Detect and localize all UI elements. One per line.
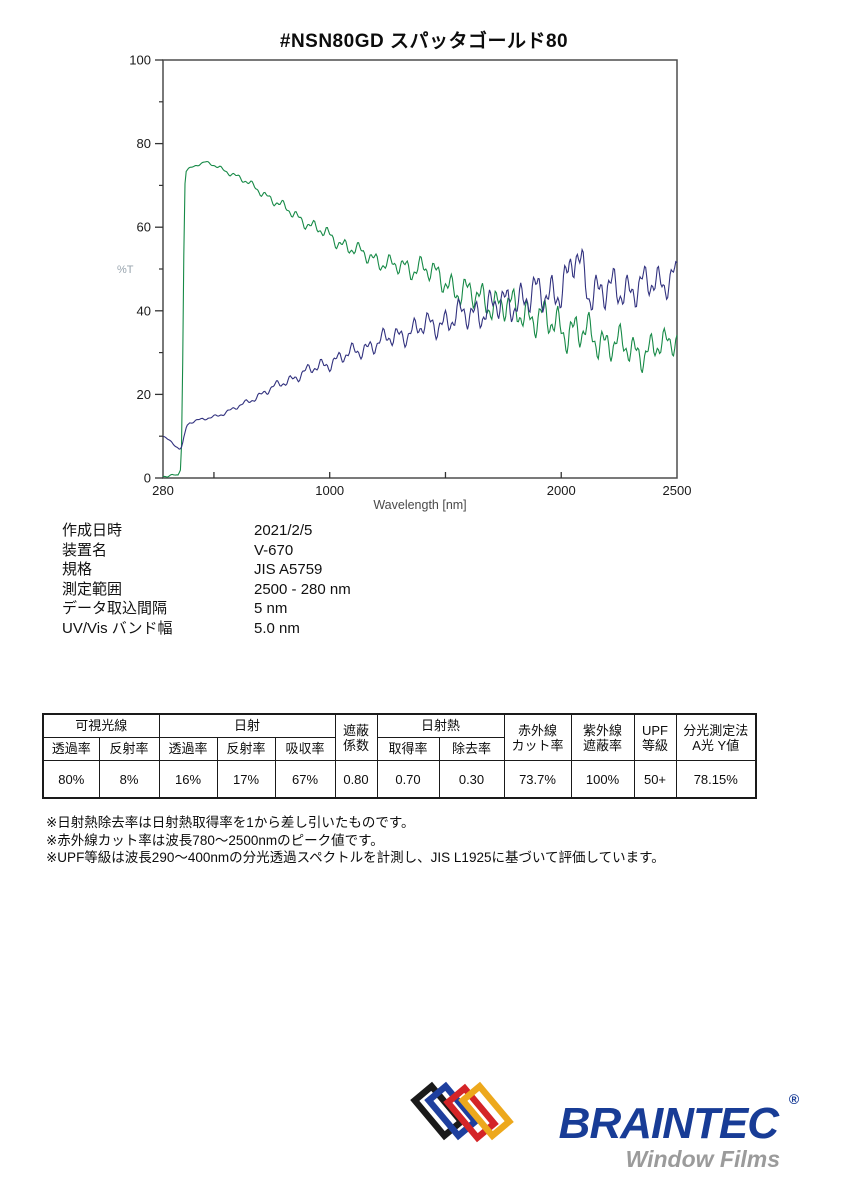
col-header-shading-coefficient: 遮蔽 係数 bbox=[334, 713, 378, 761]
meta-label: 規格 bbox=[62, 561, 93, 578]
y-tick-label: 100 bbox=[129, 53, 151, 68]
col-group-visible-light: 可視光線 bbox=[42, 713, 160, 738]
meta-value: 2021/2/5 bbox=[254, 522, 313, 539]
meta-row: UV/Vis バンド幅 5.0 nm bbox=[62, 619, 351, 639]
y-tick-label: 60 bbox=[137, 220, 151, 235]
col-header-solar-reflectance: 反射率 bbox=[216, 737, 276, 761]
footnote: ※日射熱除去率は日射熱取得率を1から差し引いたものです。 bbox=[46, 815, 415, 830]
col-header-heat-gain: 取得率 bbox=[376, 737, 440, 761]
series-transmittance bbox=[162, 160, 678, 478]
measurement-metadata: 作成日時 2021/2/5 装置名 V-670 規格 JIS A5759 測定範囲 25… bbox=[62, 521, 351, 638]
col-header-infrared-cut: 赤外線 カット率 bbox=[503, 713, 572, 761]
meta-value: 5 nm bbox=[254, 600, 288, 617]
chart-frame bbox=[162, 59, 678, 479]
value-vl-transmittance: 80% bbox=[42, 760, 100, 799]
meta-value: 5.0 nm bbox=[254, 619, 300, 637]
y-tick-label: 40 bbox=[137, 303, 151, 318]
braintec-logo: BRAINTEC ® Window Films bbox=[410, 1081, 800, 1172]
col-group-solar: 日射 bbox=[158, 713, 336, 738]
x-tick-label: 2000 bbox=[547, 483, 576, 498]
value-solar-transmittance: 16% bbox=[158, 760, 218, 799]
x-tick-label: 280 bbox=[152, 483, 174, 498]
value-solar-reflectance: 17% bbox=[216, 760, 276, 799]
col-header-solar-transmittance: 透過率 bbox=[158, 737, 218, 761]
value-solar-absorptance: 67% bbox=[274, 760, 336, 799]
col-header-vl-reflectance: 反射率 bbox=[98, 737, 160, 761]
footnotes: ※日射熱除去率は日射熱取得率を1から差し引いたものです。 ※赤外線カット率は波長… bbox=[46, 814, 665, 867]
meta-row: 規格 JIS A5759 bbox=[62, 560, 351, 580]
y-axis-label: %T bbox=[117, 264, 134, 276]
meta-value: 2500 - 280 nm bbox=[254, 580, 351, 598]
meta-label: 測定範囲 bbox=[62, 580, 123, 598]
logo-brand-text: BRAINTEC bbox=[559, 1099, 781, 1148]
value-infrared-cut: 73.7% bbox=[503, 760, 572, 799]
x-tick-label: 2500 bbox=[663, 483, 692, 498]
value-shading-coefficient: 0.80 bbox=[334, 760, 378, 799]
meta-row: 作成日時 2021/2/5 bbox=[62, 521, 351, 541]
value-vl-reflectance: 8% bbox=[98, 760, 160, 799]
meta-label: データ取込間隔 bbox=[62, 600, 168, 617]
page-title: #NSN80GD スパッタゴールド80 bbox=[279, 31, 569, 52]
x-axis-title: Wavelength [nm] bbox=[373, 498, 466, 512]
spectral-chart: 0 20 40 60 80 100 280 1000 2000 2500 %T Wavelengt… bbox=[117, 53, 691, 513]
footnote: ※UPF等級は波長290～400nmの分光透過スペクトルを計測し、JIS L19… bbox=[46, 850, 665, 865]
x-tick-label: 1000 bbox=[315, 483, 344, 498]
optical-data-table: 可視光線 日射 遮蔽 係数 日射熱 赤外線 カット率 紫外線 遮蔽率 UPF 等級 分光… bbox=[42, 713, 757, 799]
col-header-photometric-y: 分光測定法 A光 Y値 bbox=[675, 713, 757, 761]
col-header-heat-rejection: 除去率 bbox=[438, 737, 505, 761]
meta-label: 装置名 bbox=[62, 541, 108, 559]
y-tick-label: 0 bbox=[144, 471, 151, 486]
meta-row: データ取込間隔 5 nm bbox=[62, 599, 351, 619]
chart-series bbox=[162, 160, 678, 478]
meta-label: UV/Vis バンド幅 bbox=[62, 619, 173, 637]
value-uv-shielding: 100% bbox=[570, 760, 635, 799]
series-reflectance bbox=[162, 247, 678, 450]
y-tick-label: 20 bbox=[137, 387, 151, 402]
meta-row: 測定範囲 2500 - 280 nm bbox=[62, 580, 351, 600]
value-upf-rating: 50+ bbox=[633, 760, 677, 799]
logo-tagline-text: Window Films bbox=[626, 1146, 780, 1172]
col-header-uv-shielding: 紫外線 遮蔽率 bbox=[570, 713, 635, 761]
value-photometric-y: 78.15% bbox=[675, 760, 757, 799]
col-header-upf-rating: UPF 等級 bbox=[633, 713, 677, 761]
meta-value: V-670 bbox=[254, 541, 294, 559]
meta-label: 作成日時 bbox=[62, 522, 123, 539]
col-header-solar-absorptance: 吸収率 bbox=[274, 737, 336, 761]
meta-row: 装置名 V-670 bbox=[62, 541, 351, 561]
footnote: ※赤外線カット率は波長780～2500nmのピーク値です。 bbox=[46, 832, 384, 848]
col-header-vl-transmittance: 透過率 bbox=[42, 737, 100, 761]
chart-ticks: 0 20 40 60 80 100 280 1000 2000 2500 bbox=[129, 53, 691, 499]
value-heat-gain: 0.70 bbox=[376, 760, 440, 799]
logo-diamonds-icon bbox=[410, 1081, 514, 1143]
value-heat-rejection: 0.30 bbox=[438, 760, 505, 799]
logo-diamond-yellow bbox=[458, 1081, 514, 1141]
registered-trademark-icon: ® bbox=[789, 1091, 800, 1107]
y-tick-label: 80 bbox=[137, 136, 151, 151]
col-group-solar-heat: 日射熱 bbox=[376, 713, 505, 738]
meta-value: JIS A5759 bbox=[254, 561, 323, 578]
